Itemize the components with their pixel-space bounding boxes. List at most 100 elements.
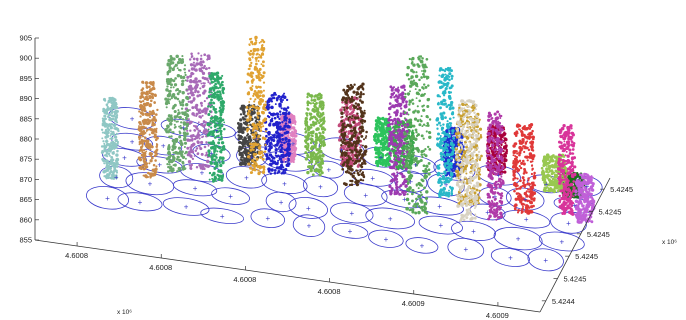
tree-point (517, 208, 521, 212)
tree-point (436, 137, 440, 141)
tree-point (395, 177, 398, 181)
tree-point (287, 125, 291, 129)
tree-point (373, 138, 377, 142)
tree-point (322, 111, 325, 114)
tree-point (452, 133, 456, 136)
tree-point (479, 134, 482, 137)
tree-point (268, 123, 272, 127)
tree-point (401, 182, 405, 186)
tree-point (398, 161, 402, 164)
tree-point (289, 132, 292, 135)
tree-point (262, 89, 265, 92)
tree-point (382, 118, 385, 121)
tree-point (531, 138, 535, 141)
tree-point (523, 127, 527, 131)
tree-point (243, 127, 247, 131)
tree-point (285, 140, 288, 143)
tree-point (449, 145, 451, 148)
tree-point (449, 139, 452, 142)
tree-point (532, 191, 537, 195)
tree-point (264, 143, 267, 146)
tree-point (512, 150, 517, 154)
tree-point (262, 49, 265, 52)
tree-point (361, 171, 364, 174)
tree-point (309, 123, 313, 127)
tree-point (355, 182, 360, 187)
tree-point (352, 120, 356, 124)
tree-point (376, 146, 379, 149)
tree-point (576, 172, 579, 175)
tree-point (571, 148, 575, 151)
tree-point (239, 118, 243, 122)
tree-point (262, 71, 266, 75)
tree-point (393, 133, 397, 138)
tree-point (305, 137, 309, 142)
tree-point (562, 160, 565, 163)
tree-point (437, 121, 441, 125)
tree-point (286, 106, 290, 109)
crown-outline-51 (493, 226, 543, 251)
tree-point (282, 95, 287, 100)
tree-point (442, 90, 446, 94)
tree-point (385, 147, 390, 152)
tree-point (254, 39, 258, 42)
tree-point (257, 100, 262, 105)
crown-outline-20 (250, 208, 286, 228)
tree-point (533, 173, 536, 176)
tree-point (268, 103, 271, 106)
tree-point (459, 117, 463, 121)
tree-point (349, 83, 353, 87)
tree-point (247, 135, 252, 139)
tree-point (249, 142, 253, 146)
tree-point (273, 156, 276, 159)
tree-point (401, 135, 405, 139)
tree-point (564, 175, 567, 178)
tree-point (396, 188, 399, 191)
tree-point (351, 134, 355, 138)
tree-point (347, 144, 351, 148)
tree-point (314, 141, 318, 145)
tree-point (306, 103, 310, 107)
crown-outline-41 (418, 215, 463, 235)
tree-point (279, 143, 283, 148)
tree-point (345, 135, 349, 139)
tree-point (399, 114, 403, 118)
tree-point (384, 163, 388, 168)
tree-point (276, 139, 280, 144)
tree-point (388, 151, 392, 155)
tree-point (564, 154, 567, 157)
tree-point (542, 163, 546, 167)
tree-point (562, 209, 567, 214)
tree-point (239, 107, 243, 110)
tree-point-clouds (100, 35, 596, 224)
tree-point (318, 147, 322, 150)
tree-point (561, 154, 565, 158)
tree-point (557, 172, 560, 175)
crown-outline-26 (288, 196, 329, 219)
tree-point (521, 176, 525, 180)
tree-point (248, 58, 252, 62)
tree-point (396, 154, 400, 157)
tree-point (256, 128, 259, 131)
tree-point (358, 152, 362, 156)
tree-point (579, 198, 582, 201)
tree-point (257, 169, 260, 172)
tree-point (361, 82, 365, 86)
tree-point (397, 123, 400, 127)
tree-point (527, 148, 531, 152)
tree-point (275, 135, 278, 138)
tree-point (504, 138, 508, 142)
tree-point (359, 170, 361, 173)
tree-point (528, 206, 531, 209)
tree-point (308, 161, 311, 164)
crown-outline-25 (292, 214, 326, 237)
tree-point (356, 107, 359, 111)
tree-point (562, 183, 565, 186)
tree-point (291, 121, 295, 125)
tree-point (449, 106, 452, 109)
tree-point (319, 161, 323, 165)
tree-point (463, 195, 466, 199)
tree-point (451, 170, 454, 173)
tree-point (439, 146, 442, 149)
tree-point (530, 148, 534, 151)
